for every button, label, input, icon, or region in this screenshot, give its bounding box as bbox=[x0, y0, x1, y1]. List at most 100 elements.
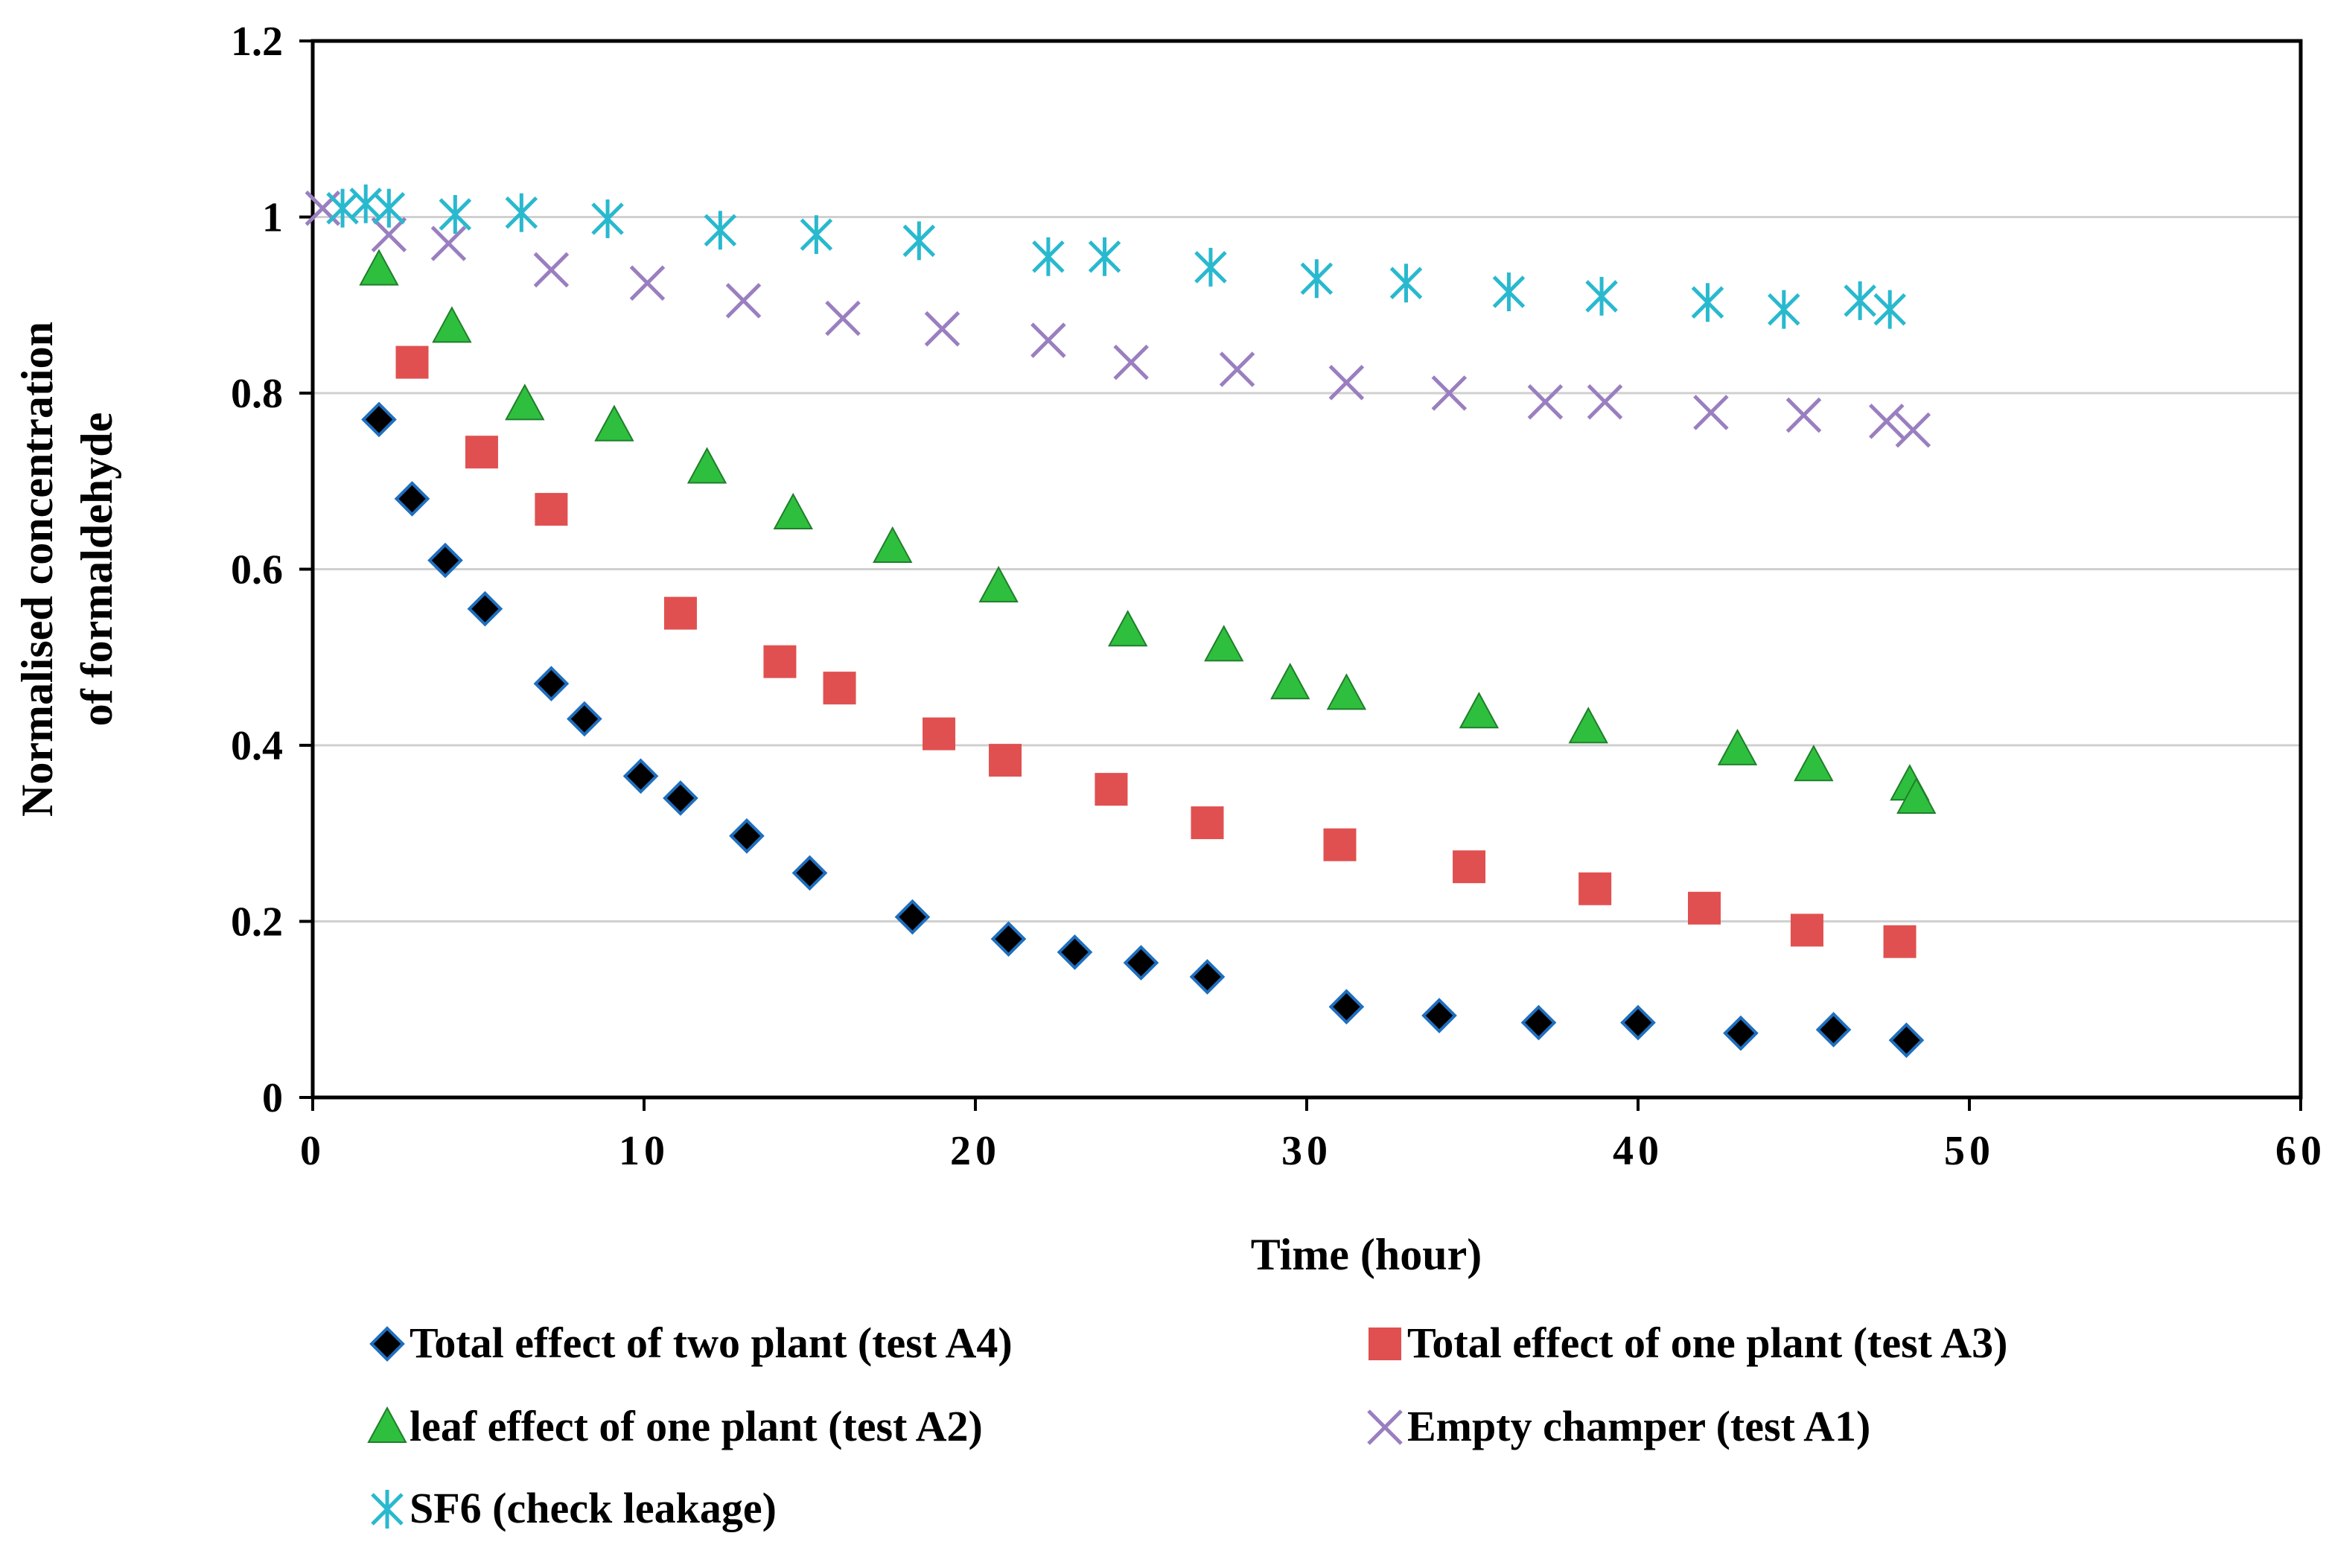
point-asterisk bbox=[439, 194, 472, 234]
x-tick-label: 0 bbox=[300, 1128, 325, 1174]
y-tick-label: 0.2 bbox=[231, 899, 283, 946]
x-tick-label: 10 bbox=[619, 1128, 669, 1174]
point-square bbox=[1095, 773, 1128, 806]
point-triangle bbox=[1794, 745, 1834, 782]
y-tick-label: 0.8 bbox=[231, 371, 283, 417]
point-diamond bbox=[467, 590, 503, 627]
point-diamond bbox=[1328, 989, 1365, 1025]
y-tick-label: 1.2 bbox=[231, 19, 283, 65]
x-axis-title: Time (hour) bbox=[1251, 1230, 1482, 1279]
point-x bbox=[1113, 344, 1149, 380]
legend-label: Empty champer (test A1) bbox=[1407, 1402, 1870, 1450]
y-tick-label: 0.6 bbox=[231, 547, 283, 593]
point-asterisk bbox=[372, 188, 406, 228]
point-asterisk bbox=[1300, 259, 1334, 299]
x-tick-label: 60 bbox=[2275, 1128, 2326, 1174]
point-triangle bbox=[1326, 673, 1367, 710]
point-x bbox=[1219, 351, 1255, 387]
legend-marker-square bbox=[1369, 1328, 1401, 1360]
series-1 bbox=[361, 401, 1925, 1058]
point-triangle bbox=[594, 404, 634, 442]
point-square bbox=[465, 436, 498, 469]
y-axis-title-line-1: Normalised concentration bbox=[13, 322, 62, 817]
point-x bbox=[533, 252, 570, 288]
point-diamond bbox=[394, 481, 430, 517]
point-square bbox=[1578, 872, 1612, 905]
point-triangle bbox=[359, 249, 399, 286]
point-x bbox=[725, 283, 762, 319]
point-diamond bbox=[1520, 1004, 1557, 1041]
point-square bbox=[823, 672, 856, 705]
point-square bbox=[1191, 806, 1224, 840]
point-triangle bbox=[1459, 692, 1500, 729]
grid-lines bbox=[313, 216, 2301, 922]
legend-label: Total effect of one plant (test A3) bbox=[1407, 1319, 2007, 1367]
legend-item: Total effect of one plant (test A3) bbox=[1369, 1319, 2007, 1367]
legend-item: leaf effect of one plant (test A2) bbox=[367, 1402, 983, 1450]
point-triangle bbox=[1568, 707, 1608, 744]
point-diamond bbox=[1888, 1022, 1925, 1058]
x-tick-label: 40 bbox=[1613, 1128, 1663, 1174]
point-x bbox=[430, 226, 467, 261]
point-triangle bbox=[1108, 610, 1148, 647]
point-triangle bbox=[1270, 663, 1310, 700]
point-triangle bbox=[1896, 777, 1937, 814]
legend-marker-diamond bbox=[369, 1326, 405, 1362]
x-tick-labels: 0 10 20 30 40 50 60 bbox=[300, 1128, 2326, 1174]
data-points bbox=[305, 184, 1937, 1058]
point-square bbox=[1453, 850, 1486, 884]
series-2 bbox=[395, 345, 1917, 958]
y-tick-labels: 0 0.2 0.4 0.6 0.8 1 1.2 bbox=[231, 19, 283, 1121]
series-3 bbox=[359, 249, 1937, 814]
point-diamond bbox=[791, 855, 828, 891]
point-asterisk bbox=[1768, 290, 1800, 329]
point-asterisk bbox=[704, 211, 737, 250]
point-asterisk bbox=[1088, 237, 1121, 276]
point-asterisk bbox=[1389, 264, 1423, 303]
legend-label: leaf effect of one plant (test A2) bbox=[410, 1402, 983, 1450]
point-square bbox=[1323, 828, 1357, 861]
point-diamond bbox=[1815, 1012, 1852, 1048]
legend-marker-triangle bbox=[367, 1406, 407, 1443]
point-square bbox=[1883, 925, 1917, 958]
point-square bbox=[1688, 891, 1721, 925]
point-square bbox=[663, 596, 697, 630]
point-diamond bbox=[990, 921, 1027, 957]
point-diamond bbox=[533, 666, 570, 702]
point-asterisk bbox=[591, 199, 624, 238]
point-triangle bbox=[1204, 625, 1244, 662]
legend-marker-x bbox=[1367, 1409, 1403, 1445]
point-x bbox=[1895, 412, 1931, 448]
point-diamond bbox=[1057, 934, 1093, 970]
point-diamond bbox=[1620, 1004, 1656, 1041]
y-axis-title: Normalised concentration of formaldehyde bbox=[13, 322, 121, 817]
legend-label: SF6 (check leakage) bbox=[410, 1484, 777, 1532]
point-triangle bbox=[686, 447, 727, 484]
point-x bbox=[1328, 365, 1365, 401]
point-x bbox=[629, 265, 666, 301]
point-diamond bbox=[1421, 998, 1457, 1033]
axis-ticks bbox=[299, 39, 2302, 1111]
point-square bbox=[535, 493, 568, 526]
x-tick-label: 30 bbox=[1281, 1128, 1332, 1174]
point-square bbox=[395, 345, 429, 379]
point-square bbox=[1790, 914, 1823, 947]
legend-item: Empty champer (test A1) bbox=[1367, 1402, 1870, 1450]
point-square bbox=[989, 744, 1022, 777]
point-triangle bbox=[978, 566, 1019, 603]
y-tick-label: 0 bbox=[262, 1075, 283, 1121]
point-x bbox=[1030, 322, 1066, 358]
point-asterisk bbox=[505, 193, 538, 232]
point-diamond bbox=[567, 701, 602, 737]
point-asterisk bbox=[1585, 276, 1618, 316]
point-x bbox=[1868, 404, 1905, 439]
legend-label: Total effect of two plant (test A4) bbox=[410, 1319, 1013, 1367]
y-tick-label: 0.4 bbox=[231, 723, 283, 769]
point-diamond bbox=[427, 542, 463, 579]
legend: Total effect of two plant (test A4) Total… bbox=[367, 1319, 2007, 1532]
point-x bbox=[825, 300, 861, 337]
point-asterisk bbox=[326, 188, 359, 228]
point-asterisk bbox=[1844, 281, 1876, 320]
point-asterisk bbox=[1194, 247, 1227, 287]
